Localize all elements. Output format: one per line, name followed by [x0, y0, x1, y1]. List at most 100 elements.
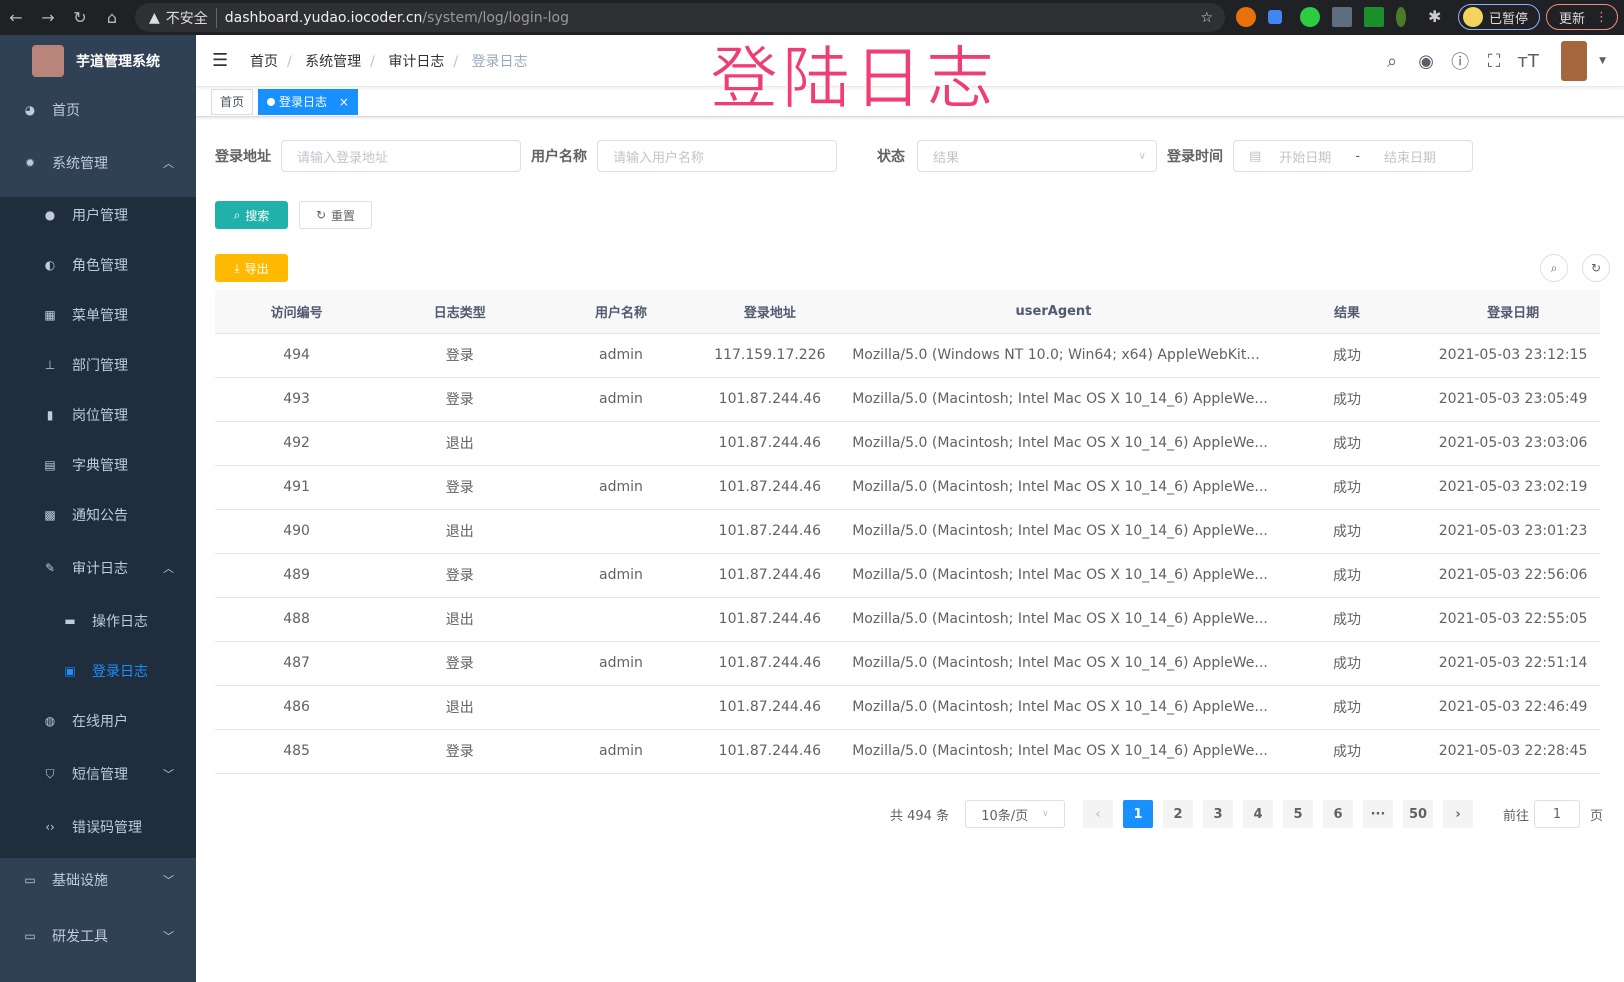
page-button[interactable]: ···	[1363, 800, 1393, 828]
font-size-icon[interactable]: ᴛT	[1517, 50, 1539, 72]
tag-home[interactable]: 首页	[211, 88, 254, 115]
toggle-search-button[interactable]: ⌕	[1540, 254, 1568, 282]
page-button[interactable]: 50	[1403, 800, 1433, 828]
breadcrumb-item[interactable]: 审计日志	[388, 53, 445, 70]
url-host: dashboard.yudao.iocoder.cn	[224, 9, 423, 26]
table-cell: 登录	[378, 553, 542, 598]
extension-icon[interactable]	[1300, 7, 1320, 27]
search-icon[interactable]: ⌕	[1387, 50, 1398, 72]
time-label: 登录时间	[1167, 149, 1223, 165]
table-cell: admin	[541, 729, 701, 774]
table-cell: 488	[215, 597, 379, 642]
hamburger-icon[interactable]: ☰	[212, 50, 229, 71]
table-cell: 490	[215, 509, 379, 554]
table-row[interactable]: 491 登录 admin 101.87.244.46 Mozilla/5.0 (Maci…	[215, 465, 1600, 510]
sidebar-item[interactable]: ⛉ 短信管理 ﹀	[0, 749, 196, 799]
breadcrumb-item[interactable]: 首页	[250, 53, 278, 70]
table-row[interactable]: 488 退出 101.87.244.46 Mozilla/5.0 (Macintosh…	[215, 597, 1600, 642]
search-button[interactable]: ⌕ 搜索	[215, 201, 288, 229]
status-select[interactable]: 结果 ∨	[917, 140, 1157, 172]
address-bar[interactable]: ▲ 不安全 dashboard.yudao.iocoder.cn/system/…	[135, 3, 1225, 32]
sidebar-item[interactable]: ✎ 审计日志 ︿	[0, 543, 196, 593]
sidebar-item-label: 登录日志	[92, 664, 148, 680]
page-button[interactable]: 2	[1163, 800, 1193, 828]
table-row[interactable]: 486 退出 101.87.244.46 Mozilla/5.0 (Macintosh…	[215, 685, 1600, 730]
table-row[interactable]: 485 登录 admin 101.87.244.46 Mozilla/5.0 (Maci…	[215, 729, 1600, 774]
sidebar-item[interactable]: ⊥ 部门管理	[0, 340, 196, 390]
back-icon[interactable]: ←	[9, 8, 23, 27]
update-label: 更新	[1559, 11, 1586, 27]
user-icon: ●	[44, 208, 56, 222]
caret-down-icon[interactable]: ▼	[1599, 56, 1606, 66]
start-date[interactable]: 开始日期	[1279, 150, 1332, 166]
refresh-icon: ↻	[315, 208, 327, 222]
sidebar-item[interactable]: ● 用户管理	[0, 190, 196, 240]
sidebar-item[interactable]: ▬ 操作日志	[0, 596, 196, 646]
sidebar-item[interactable]: ▦ 菜单管理	[0, 290, 196, 340]
date-separator: -	[1355, 148, 1361, 164]
page-button[interactable]: 5	[1283, 800, 1313, 828]
table-cell: 成功	[1267, 377, 1427, 422]
forward-icon[interactable]: →	[41, 8, 55, 27]
github-icon[interactable]: ◉	[1418, 50, 1434, 72]
username-input[interactable]: 请输入用户名称	[597, 140, 837, 172]
warning-icon: ▲	[149, 9, 160, 26]
extension-icon[interactable]	[1364, 7, 1384, 27]
goto-page-input[interactable]: 1	[1534, 800, 1580, 828]
sidebar-item[interactable]: ▤ 字典管理	[0, 440, 196, 490]
submenu-background	[0, 197, 196, 858]
sidebar-item[interactable]: ✹ 系统管理 ︿	[0, 138, 196, 188]
sidebar-item[interactable]: ▩ 通知公告	[0, 490, 196, 540]
profile-button[interactable]: 已暂停	[1458, 4, 1540, 30]
help-icon[interactable]: ⓘ	[1451, 52, 1470, 73]
sidebar-item[interactable]: ‹› 错误码管理	[0, 802, 196, 852]
table-row[interactable]: 493 登录 admin 101.87.244.46 Mozilla/5.0 (Maci…	[215, 377, 1600, 422]
home-icon[interactable]: ⌂	[106, 8, 118, 27]
export-button[interactable]: ⤓ 导出	[215, 254, 288, 282]
sidebar-item[interactable]: ◐ 角色管理	[0, 240, 196, 290]
date-range-picker[interactable]: ▤ 开始日期 - 结束日期	[1233, 140, 1473, 172]
table-cell: 成功	[1267, 685, 1427, 730]
reload-icon[interactable]: ↻	[73, 8, 87, 27]
extension-icon[interactable]	[1396, 7, 1406, 27]
sidebar-item[interactable]: ◕ 首页	[0, 85, 196, 135]
table-row[interactable]: 487 登录 admin 101.87.244.46 Mozilla/5.0 (Maci…	[215, 641, 1600, 686]
page-button[interactable]: 6	[1323, 800, 1353, 828]
sidebar-item[interactable]: ▮ 岗位管理	[0, 390, 196, 440]
tag-login-log[interactable]: 登录日志 ×	[258, 88, 358, 115]
puzzle-icon[interactable]: ✱	[1428, 7, 1442, 26]
fullscreen-icon[interactable]: ⛶	[1487, 50, 1501, 72]
sidebar-item[interactable]: ▭ 研发工具 ﹀	[0, 911, 196, 961]
end-date[interactable]: 结束日期	[1384, 150, 1437, 166]
extension-icon[interactable]	[1332, 7, 1352, 27]
close-icon[interactable]: ×	[338, 94, 349, 109]
next-page-button[interactable]: ›	[1443, 800, 1473, 828]
sidebar-logo[interactable]: 芋道管理系统	[0, 35, 196, 87]
page-size-select[interactable]: 10条/页 ∨	[965, 800, 1065, 828]
address-input[interactable]: 请输入登录地址	[281, 140, 521, 172]
extension-icon[interactable]	[1236, 7, 1256, 27]
page-button[interactable]: 1	[1123, 800, 1153, 828]
sidebar-item[interactable]: ◍ 在线用户	[0, 696, 196, 746]
table-cell: 2021-05-03 22:28:45	[1426, 729, 1600, 774]
breadcrumb-item[interactable]: 系统管理	[305, 53, 362, 70]
table-cell: Mozilla/5.0 (Macintosh; Intel Mac OS X 1…	[839, 641, 1268, 686]
reset-button[interactable]: ↻ 重置	[299, 201, 372, 229]
paused-label: 已暂停	[1489, 11, 1529, 27]
page-button[interactable]: 4	[1243, 800, 1273, 828]
table-cell: 登录	[378, 333, 542, 378]
bookmark-star-icon[interactable]: ☆	[1200, 9, 1213, 26]
sidebar-item[interactable]: ▭ 基础设施 ﹀	[0, 855, 196, 905]
page-button[interactable]: 3	[1203, 800, 1233, 828]
prev-page-button[interactable]: ‹	[1083, 800, 1113, 828]
table-row[interactable]: 490 退出 101.87.244.46 Mozilla/5.0 (Macintosh…	[215, 509, 1600, 554]
sidebar-item[interactable]: ▣ 登录日志	[0, 646, 196, 696]
extension-icon[interactable]	[1268, 10, 1282, 24]
table-row[interactable]: 489 登录 admin 101.87.244.46 Mozilla/5.0 (Maci…	[215, 553, 1600, 598]
table-row[interactable]: 494 登录 admin 117.159.17.226 Mozilla/5.0 (Win…	[215, 333, 1600, 378]
update-button[interactable]: 更新 ⋮	[1546, 4, 1618, 30]
refresh-button[interactable]: ↻	[1582, 254, 1610, 282]
avatar[interactable]	[1561, 41, 1588, 81]
chevron-up-icon: ︿	[163, 562, 174, 575]
table-row[interactable]: 492 退出 101.87.244.46 Mozilla/5.0 (Macintosh…	[215, 421, 1600, 466]
